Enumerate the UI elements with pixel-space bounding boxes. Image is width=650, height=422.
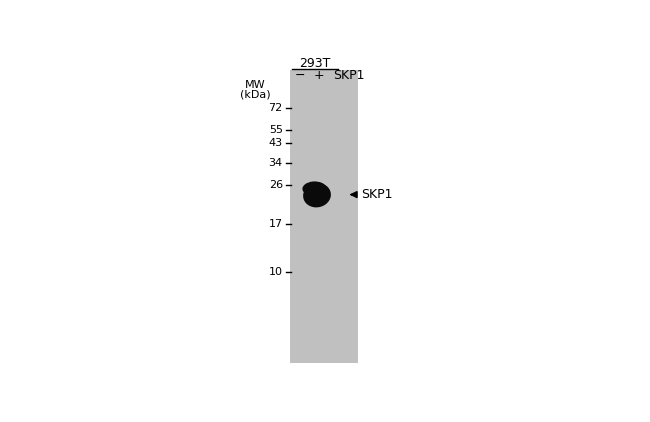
Ellipse shape [302, 181, 326, 196]
Bar [291, 70, 358, 362]
Text: (kDa): (kDa) [240, 89, 270, 100]
Text: MW: MW [245, 80, 265, 90]
Text: 55: 55 [268, 125, 283, 135]
Text: 17: 17 [268, 219, 283, 230]
Text: 293T: 293T [299, 57, 331, 70]
Text: 26: 26 [268, 181, 283, 190]
Text: SKP1: SKP1 [333, 69, 365, 82]
Text: 43: 43 [268, 138, 283, 148]
Text: 10: 10 [268, 267, 283, 276]
Ellipse shape [303, 183, 331, 207]
Text: 72: 72 [268, 103, 283, 113]
Text: −: − [295, 69, 306, 82]
Text: 34: 34 [268, 158, 283, 168]
Text: +: + [314, 69, 324, 82]
Text: SKP1: SKP1 [361, 188, 393, 201]
